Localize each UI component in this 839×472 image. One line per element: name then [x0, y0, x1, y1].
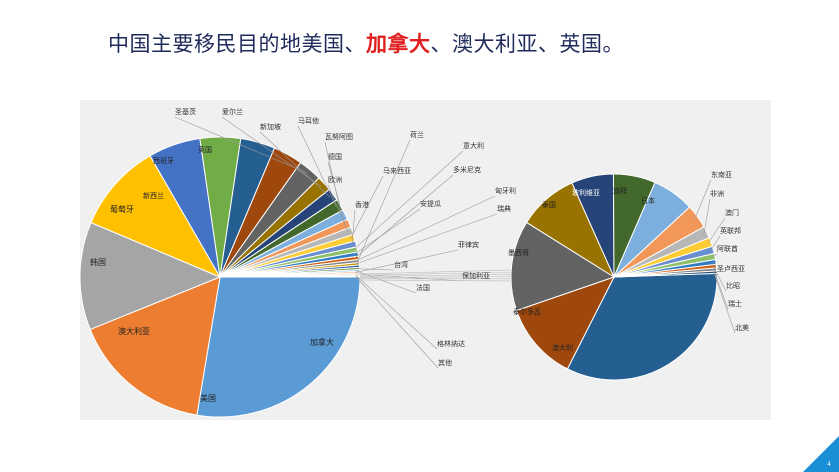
pie2-label-14: 瑞士: [728, 299, 742, 308]
pie1-label-14: 欧洲: [328, 175, 342, 184]
pie1-label-9: 爱尔兰: [222, 107, 243, 116]
title-part-1: 中国主要移民目的地美国、: [108, 32, 366, 56]
pie1-leader-16: [351, 209, 356, 245]
pie1-label-26: 保加利亚: [462, 271, 490, 280]
pie1-label-4: 葡萄牙: [110, 204, 134, 214]
pie1-leader-11: [297, 125, 337, 208]
pie1-leader-14: [327, 184, 349, 233]
pie2-label-11: 阿联酋: [717, 244, 738, 253]
pie1-label-28: 其他: [438, 358, 452, 367]
pie2-label-3: 泰国: [542, 200, 556, 209]
pie2-label-4: 玻利维亚: [572, 188, 600, 197]
page-number: 4: [827, 461, 831, 468]
pie1-label-17: 意大利: [463, 141, 484, 150]
pie2-label-10: 英联邦: [720, 226, 741, 235]
pie1-leader-19: [354, 174, 454, 259]
slide-title: 中国主要移民目的地美国、加拿大、澳大利亚、英国。: [108, 28, 624, 58]
pie1-label-20: 匈牙利: [495, 186, 516, 195]
pie1-leader-15: [350, 175, 384, 240]
pie-connector-3: [359, 276, 512, 278]
pie1-label-0: 加拿大: [310, 337, 334, 347]
pie2-label-5: 迪拜: [613, 186, 627, 195]
pie1-leader-17: [352, 150, 464, 251]
title-highlight: 加拿大: [366, 32, 431, 56]
pie2-leader-11: [711, 253, 718, 258]
pie1-label-21: 瑞典: [497, 204, 511, 213]
pie1-leader-9: [221, 116, 322, 187]
pie2-slice-1: [515, 276, 616, 370]
pie1-slice-3: [90, 155, 222, 279]
pie2-leader-7: [694, 179, 712, 219]
pie1-slice-2: [80, 221, 222, 331]
pie1-leader-22: [355, 139, 411, 267]
pie1-leader-28: [355, 276, 439, 369]
pie2-label-6: 日本: [641, 196, 655, 205]
pie1-leader-23: [355, 268, 395, 271]
pie1-label-3: 韩国: [90, 257, 106, 267]
pie2-label-8: 非洲: [710, 189, 724, 198]
pie1-label-18: 安提瓜: [420, 199, 441, 208]
pie-main: [80, 136, 361, 418]
page-corner-decoration: [803, 436, 839, 472]
pie1-leader-20: [354, 195, 496, 262]
pie2-label-7: 东南亚: [711, 170, 732, 179]
pie1-label-7: 英国: [198, 145, 212, 154]
pie2-slice-0: [566, 272, 718, 381]
pie1-label-22: 荷兰: [410, 130, 424, 139]
pie1-label-12: 瓦努阿图: [325, 132, 353, 141]
pie1-label-19: 多米尼克: [453, 165, 481, 174]
pie1-leader-25: [355, 249, 459, 273]
pie1-slice-0: [196, 276, 361, 418]
pie2-label-13: 比昭: [726, 281, 740, 290]
pie2-label-2: 墨西哥: [508, 249, 529, 257]
pie1-label-27: 格林纳达: [437, 339, 465, 348]
pie1-label-6: 西班牙: [153, 156, 174, 165]
pie1-label-8: 圣基茨: [175, 107, 196, 116]
pie1-leader-8: [174, 116, 308, 174]
title-part-2: 、澳大利亚、英国。: [430, 32, 624, 56]
pie-secondary: [510, 173, 718, 381]
pie1-label-5: 新西兰: [143, 191, 164, 200]
pie2-leader-9: [707, 217, 726, 244]
pie2-label-9: 澳门: [725, 208, 739, 217]
pie1-label-23: 台湾: [394, 260, 408, 269]
pie1-label-11: 马耳他: [298, 116, 319, 125]
pie-connector-5: [359, 279, 512, 282]
pie-connector-0: [359, 269, 512, 275]
pie2-label-12: 圣卢西亚: [717, 264, 745, 273]
pie1-label-10: 新加坡: [260, 122, 281, 131]
pie1-leader-10: [259, 131, 330, 198]
pie2-leader-14: [713, 269, 729, 310]
pie1-slice-1: [89, 276, 221, 416]
pie1-label-13: 德国: [328, 152, 342, 161]
pie-connector-2: [359, 274, 512, 277]
pie1-leader-12: [324, 141, 342, 217]
pie1-label-16: 香港: [355, 200, 369, 209]
pie1-label-1: 美国: [200, 393, 216, 403]
pie2-leader-10: [710, 235, 721, 251]
connector-lines: [174, 116, 736, 369]
pie2-leader-13: [713, 266, 727, 292]
pie1-label-15: 马来西亚: [383, 167, 411, 175]
pie-connector-1: [359, 271, 512, 276]
pie1-leader-13: [327, 161, 346, 225]
pie2-slice-2: [510, 221, 616, 312]
pie2-label-1: 泰尔多瓦: [513, 307, 541, 316]
pie1-leader-21: [355, 213, 498, 265]
pie1-label-25: 菲律宾: [458, 240, 479, 249]
pie1-slice-28: [219, 275, 361, 278]
pie2-leader-8: [703, 198, 711, 234]
pie1-label-2: 澳大利亚: [118, 326, 150, 336]
pie1-leader-18: [353, 208, 421, 255]
pie2-leader-15: [713, 272, 736, 334]
pie2-label-15: 北美: [735, 323, 749, 332]
pie1-leader-27: [355, 275, 438, 350]
pie2-label-0: 澳大利: [552, 343, 573, 352]
pie1-label-24: 法国: [416, 283, 430, 292]
